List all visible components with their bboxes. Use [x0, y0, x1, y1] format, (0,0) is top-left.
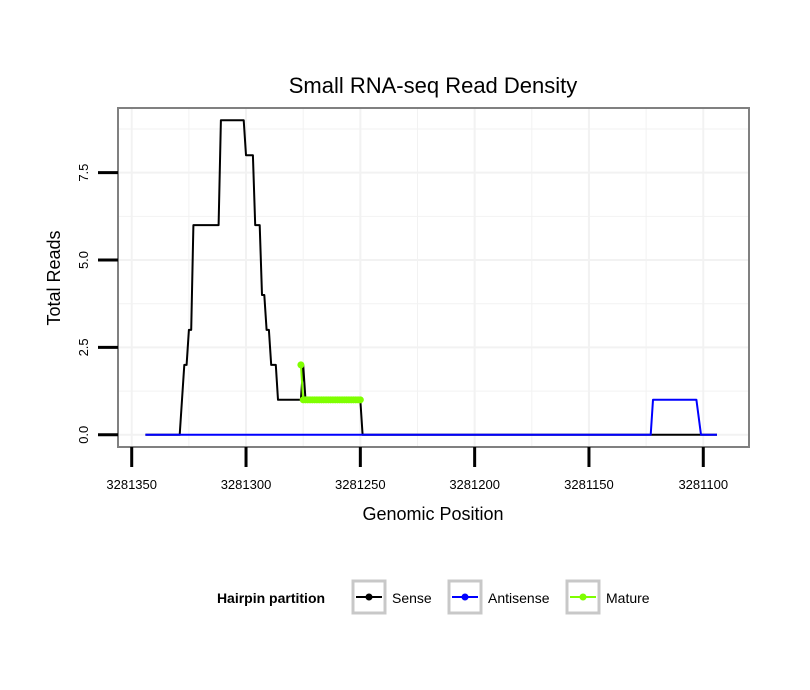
- legend-title: Hairpin partition: [217, 590, 325, 606]
- plot-panel: [117, 107, 750, 448]
- legend-item-sense: Sense: [351, 579, 432, 615]
- y-tick-label: 0.0: [76, 426, 91, 444]
- x-axis: 3281350 3281300 3281250 3281200 3281150 32811…: [106, 447, 728, 492]
- series-line-antisense: [145, 398, 717, 436]
- series-layer: [145, 119, 717, 436]
- legend-label-sense: Sense: [392, 590, 432, 606]
- legend-key-point: [365, 593, 373, 601]
- y-tick-label: 7.5: [76, 164, 91, 182]
- y-axis: 0.0 2.5 5.0 7.5: [76, 164, 118, 444]
- x-tick-label: 3281200: [449, 477, 500, 492]
- legend-item-mature: Mature: [565, 579, 650, 615]
- x-axis-title: Genomic Position: [362, 504, 503, 524]
- y-tick-label: 2.5: [76, 338, 91, 356]
- x-tick-label: 3281100: [678, 477, 728, 492]
- panel-border: [117, 107, 750, 448]
- legend-label-antisense: Antisense: [488, 590, 550, 606]
- panel-background: [118, 108, 749, 447]
- x-tick-label: 3281300: [221, 477, 272, 492]
- legend-key-point: [579, 593, 587, 601]
- y-tick-label: 5.0: [76, 251, 91, 269]
- x-tick-label: 3281350: [106, 477, 157, 492]
- legend-item-antisense: Antisense: [447, 579, 550, 615]
- legend: Hairpin partition Sense Antisense Mature: [217, 579, 650, 615]
- x-tick-label: 3281250: [335, 477, 386, 492]
- x-tick-label: 3281150: [564, 477, 614, 492]
- data-point-mature: [356, 396, 364, 404]
- y-axis-title: Total Reads: [44, 230, 64, 325]
- legend-label-mature: Mature: [606, 590, 650, 606]
- legend-key-point: [461, 593, 469, 601]
- data-point-mature: [297, 361, 305, 369]
- chart-title: Small RNA-seq Read Density: [289, 73, 578, 98]
